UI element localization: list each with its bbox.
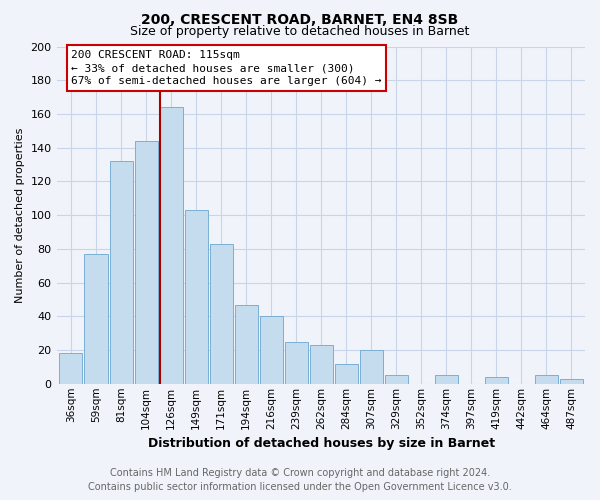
Text: Contains HM Land Registry data © Crown copyright and database right 2024.
Contai: Contains HM Land Registry data © Crown c…: [88, 468, 512, 492]
Text: Size of property relative to detached houses in Barnet: Size of property relative to detached ho…: [130, 25, 470, 38]
Bar: [535, 376, 558, 384]
Bar: [485, 377, 508, 384]
X-axis label: Distribution of detached houses by size in Barnet: Distribution of detached houses by size …: [148, 437, 494, 450]
Bar: [209, 244, 233, 384]
Text: 200, CRESCENT ROAD, BARNET, EN4 8SB: 200, CRESCENT ROAD, BARNET, EN4 8SB: [142, 12, 458, 26]
Bar: [134, 141, 158, 384]
Bar: [434, 376, 458, 384]
Bar: [185, 210, 208, 384]
Bar: [359, 350, 383, 384]
Bar: [335, 364, 358, 384]
Bar: [284, 342, 308, 384]
Bar: [260, 316, 283, 384]
Bar: [110, 161, 133, 384]
Bar: [310, 345, 332, 384]
Bar: [235, 304, 257, 384]
Bar: [59, 354, 82, 384]
Bar: [85, 254, 107, 384]
Y-axis label: Number of detached properties: Number of detached properties: [15, 128, 25, 303]
Text: 200 CRESCENT ROAD: 115sqm
← 33% of detached houses are smaller (300)
67% of semi: 200 CRESCENT ROAD: 115sqm ← 33% of detac…: [71, 50, 382, 86]
Bar: [385, 376, 407, 384]
Bar: [560, 378, 583, 384]
Bar: [160, 107, 182, 384]
